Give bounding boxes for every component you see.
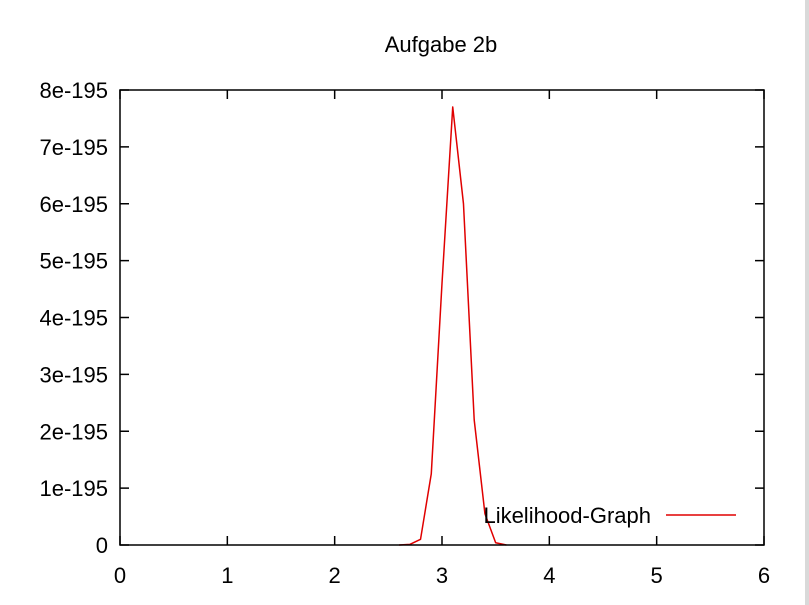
y-tick-label: 8e-195	[39, 78, 108, 103]
x-tick-label: 5	[651, 563, 663, 588]
y-tick-label: 7e-195	[39, 135, 108, 160]
x-tick-label: 6	[758, 563, 770, 588]
y-tick-label: 3e-195	[39, 362, 108, 387]
window-edge	[805, 0, 809, 605]
legend-label: Likelihood-Graph	[483, 503, 651, 528]
y-tick-label: 1e-195	[39, 476, 108, 501]
y-tick-label: 5e-195	[39, 249, 108, 274]
ticks-layer: 0 1 2 3 4 5 6 0 1e-195 2e-195 3e-195 4e-195 5e-195 6e…	[39, 78, 770, 588]
chart-title: Aufgabe 2b	[385, 32, 498, 57]
series-layer	[399, 106, 507, 546]
x-tick-label: 2	[329, 563, 341, 588]
y-tick-label: 0	[96, 533, 108, 558]
plot-frame	[119, 89, 765, 546]
legend: Likelihood-Graph	[483, 503, 736, 528]
y-tick-label: 2e-195	[39, 419, 108, 444]
y-tick-label: 6e-195	[39, 192, 108, 217]
x-tick-label: 1	[221, 563, 233, 588]
series-line-likelihood-graph	[399, 106, 507, 546]
y-tick-label: 4e-195	[39, 306, 108, 331]
x-tick-label: 3	[436, 563, 448, 588]
x-tick-label: 4	[543, 563, 555, 588]
x-tick-label: 0	[114, 563, 126, 588]
